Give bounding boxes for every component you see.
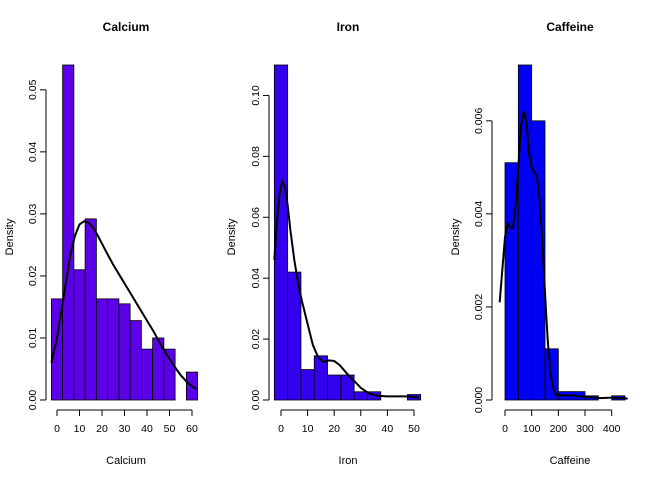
panel-title: Iron [337,20,360,34]
y-tick-label: 0.000 [473,387,485,413]
x-tick-label: 0 [278,423,284,435]
histogram-bar [353,391,368,401]
y-tick-label: 0.01 [27,328,39,349]
x-tick-label: 50 [408,423,420,435]
y-tick-label: 0.02 [250,329,262,350]
histogram-bar [62,64,75,401]
y-axis: 0.000 0.002 0.004 0.006 [473,108,493,413]
histogram-bar [313,355,328,401]
histogram-bar [300,369,315,401]
panel-title: Calcium [103,20,150,34]
panel-title: Caffeine [546,20,594,34]
x-tick-label: 200 [550,423,568,435]
density-curve [50,220,198,391]
x-tick-label: 0 [54,423,60,435]
x-axis-label: Iron [339,455,358,467]
x-axis: 0 10 20 30 40 50 60 [54,409,198,435]
histogram-bar [129,320,142,401]
y-tick-label: 0.006 [473,108,485,134]
x-tick-label: 20 [328,423,340,435]
histogram-bars [50,64,199,401]
x-tick-label: 50 [164,423,176,435]
y-tick-label: 0.04 [27,141,39,162]
y-tick-label: 0.00 [27,390,39,411]
histogram-bar [327,374,342,401]
x-tick-label: 30 [355,423,367,435]
x-axis: 0 10 20 30 40 50 [278,409,420,435]
panel-caffeine: Caffeine Caffeine Density 0 100 200 300 400 … [450,20,628,467]
y-tick-label: 0.05 [27,79,39,100]
x-tick-label: 300 [576,423,594,435]
y-axis-label: Density [226,218,238,255]
histogram-bar [163,348,176,401]
x-tick-label: 100 [523,423,541,435]
y-tick-label: 0.002 [473,294,485,320]
x-tick-label: 0 [502,423,508,435]
y-tick-label: 0.02 [27,266,39,287]
histogram-bars [273,64,422,401]
y-tick-label: 0.00 [250,390,262,411]
panel-calcium: Calcium Calcium Density 0 10 20 30 40 50 60 0.… [4,20,199,467]
histogram-bar [73,269,86,401]
x-tick-label: 10 [302,423,314,435]
histogram-bar [95,298,109,401]
histogram-bar [140,348,154,401]
x-tick-label: 10 [74,423,86,435]
y-axis-label: Density [4,218,16,255]
histogram-bar [118,303,131,401]
y-tick-label: 0.04 [250,268,262,289]
histogram-bar [531,120,546,401]
x-axis-label: Caffeine [550,455,591,467]
x-tick-label: 30 [119,423,131,435]
density-curve [498,111,628,400]
histogram-bar [273,64,289,401]
y-axis-label: Density [450,218,462,255]
x-axis-label: Calcium [106,455,146,467]
density-curve [273,178,420,399]
y-axis: 0.00 0.02 0.04 0.06 0.08 0.10 [250,85,270,411]
x-tick-label: 60 [186,423,198,435]
y-tick-label: 0.004 [473,201,485,227]
x-tick-label: 400 [603,423,621,435]
y-tick-label: 0.10 [250,85,262,106]
histogram-bar [107,298,120,401]
x-tick-label: 40 [141,423,153,435]
histogram-bar [287,271,302,401]
y-axis: 0.00 0.01 0.02 0.03 0.04 0.05 [27,79,47,411]
y-tick-label: 0.06 [250,207,262,228]
x-tick-label: 40 [382,423,394,435]
x-axis: 0 100 200 300 400 [502,409,621,435]
y-tick-label: 0.03 [27,204,39,225]
y-tick-label: 0.08 [250,146,262,167]
panel-iron: Iron Iron Density 0 10 20 30 40 50 0.000.020.… [226,20,422,467]
x-tick-label: 20 [96,423,108,435]
histogram-bar [84,218,97,401]
